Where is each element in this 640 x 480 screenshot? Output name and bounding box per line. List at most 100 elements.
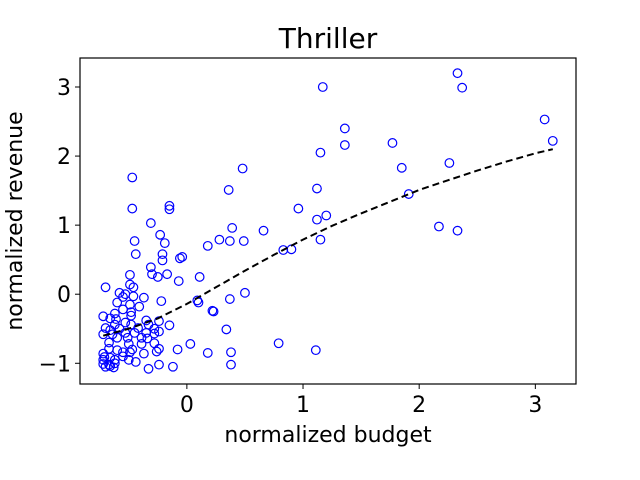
data-point xyxy=(120,289,131,300)
data-point xyxy=(129,236,140,246)
data-point xyxy=(452,68,463,79)
data-point xyxy=(310,345,321,356)
data-point xyxy=(151,346,162,357)
data-point xyxy=(237,163,248,174)
data-point xyxy=(130,249,141,260)
data-point xyxy=(444,158,455,168)
data-point xyxy=(321,210,332,221)
data-point xyxy=(145,262,156,273)
data-point xyxy=(434,221,444,232)
data-point xyxy=(126,307,137,318)
y-tick-label: 1 xyxy=(57,214,71,239)
data-point xyxy=(100,323,111,333)
data-point xyxy=(172,344,183,355)
data-point xyxy=(164,320,175,331)
data-point xyxy=(226,359,236,370)
data-point xyxy=(177,252,188,262)
data-point xyxy=(111,314,121,324)
data-point xyxy=(157,249,168,260)
y-tick-label: 2 xyxy=(57,145,71,170)
data-point xyxy=(155,229,166,240)
data-point xyxy=(118,292,128,302)
data-point xyxy=(168,361,178,372)
data-point xyxy=(315,234,326,245)
data-point xyxy=(202,240,213,251)
data-point xyxy=(273,338,284,349)
data-point xyxy=(125,347,135,358)
x-tick-label: 2 xyxy=(412,393,426,418)
data-point xyxy=(157,255,168,266)
data-point xyxy=(223,185,234,195)
data-point xyxy=(317,82,328,92)
data-point xyxy=(142,333,153,344)
data-point xyxy=(339,123,350,134)
data-point xyxy=(125,269,135,280)
data-point xyxy=(138,348,149,359)
data-point xyxy=(226,347,236,358)
data-point xyxy=(162,269,173,280)
data-point xyxy=(539,114,550,125)
data-point xyxy=(125,299,135,310)
data-point xyxy=(312,214,322,225)
data-point xyxy=(112,345,123,356)
trend-line xyxy=(102,148,554,337)
data-point xyxy=(173,276,184,286)
data-point xyxy=(109,354,120,365)
data-point xyxy=(192,295,203,306)
data-point xyxy=(145,218,156,228)
data-point xyxy=(403,189,414,199)
data-point xyxy=(156,296,167,307)
data-point xyxy=(293,203,304,214)
data-point xyxy=(127,172,138,183)
data-point xyxy=(118,351,128,362)
data-point xyxy=(120,317,131,328)
data-point xyxy=(104,343,114,354)
data-point xyxy=(120,327,131,338)
x-axis-ticks: 0 1 2 3 xyxy=(180,384,542,418)
data-point xyxy=(143,363,154,374)
data-point xyxy=(174,253,185,264)
y-tick-label: −1 xyxy=(39,352,71,377)
data-point xyxy=(154,326,164,337)
data-point xyxy=(123,354,134,365)
data-point xyxy=(125,279,135,290)
data-point xyxy=(315,147,326,158)
data-point xyxy=(136,332,147,343)
data-point xyxy=(127,203,138,214)
data-point xyxy=(104,337,114,348)
data-point xyxy=(98,359,109,369)
data-point xyxy=(387,138,398,148)
y-tick-label: 0 xyxy=(57,283,71,308)
data-point xyxy=(227,223,238,233)
data-point xyxy=(312,183,322,194)
data-point xyxy=(133,323,143,333)
y-tick-label: 3 xyxy=(57,76,71,101)
data-point xyxy=(547,135,558,146)
x-tick-label: 3 xyxy=(528,393,542,418)
y-axis-label: normalized revenue xyxy=(3,111,28,330)
x-tick-label: 0 xyxy=(180,393,194,418)
x-tick-label: 1 xyxy=(296,393,310,418)
data-point xyxy=(194,272,205,282)
data-point xyxy=(105,313,116,324)
data-point xyxy=(149,328,160,339)
data-point xyxy=(147,269,157,280)
data-point xyxy=(240,287,250,298)
data-point xyxy=(164,204,175,215)
data-point xyxy=(112,297,123,308)
data-point xyxy=(202,348,213,358)
data-point xyxy=(154,359,164,370)
data-point xyxy=(224,236,235,246)
data-point xyxy=(154,343,164,354)
y-axis-ticks: −1 0 1 2 3 xyxy=(39,76,80,377)
data-point xyxy=(258,225,269,236)
data-point xyxy=(129,327,140,338)
data-point xyxy=(164,200,175,211)
data-point xyxy=(104,359,114,370)
data-point xyxy=(159,238,170,249)
data-point xyxy=(130,356,141,367)
data-point xyxy=(109,358,120,369)
data-point xyxy=(221,324,232,335)
data-point xyxy=(100,282,111,293)
